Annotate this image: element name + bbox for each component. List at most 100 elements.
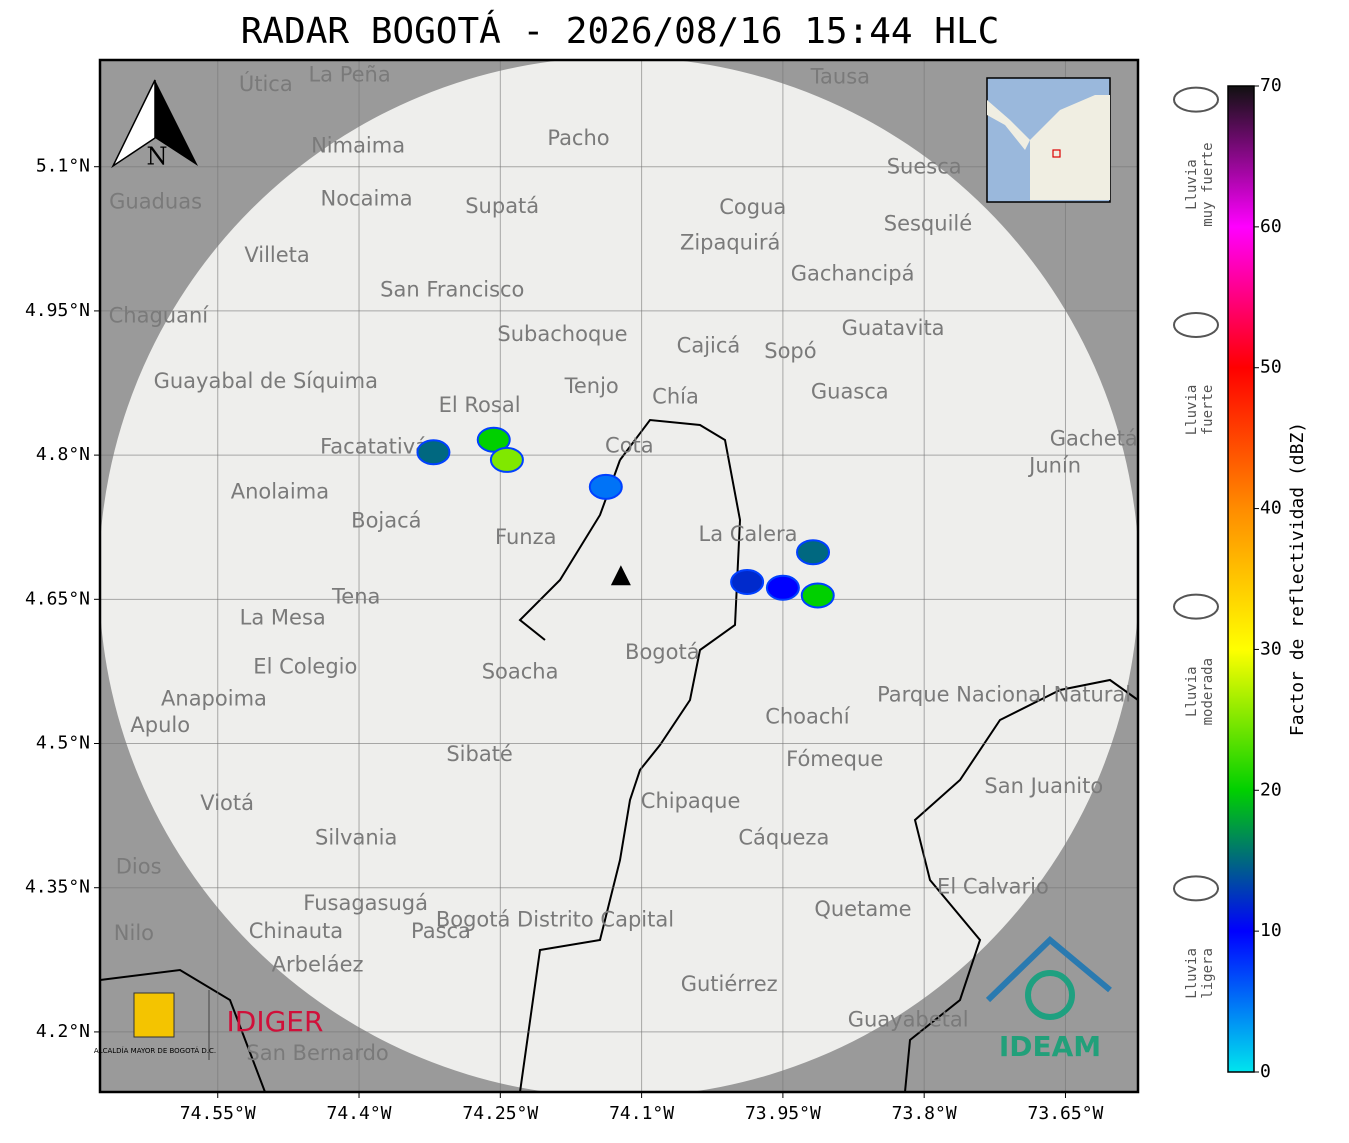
place-label: Guasca [811,380,889,404]
inset-map [986,77,1111,203]
x-tick-label: 73.95°W [745,1103,821,1124]
place-label: Cáqueza [738,826,829,850]
place-label: Anapoima [161,686,267,710]
place-label: Nilo [114,921,154,945]
boundary [904,678,1138,1092]
logo-shield [133,992,175,1038]
logo-roof [985,935,1112,1003]
radar-echo [416,439,451,466]
north-label: N [147,143,168,171]
place-label: Villeta [244,243,309,267]
cloud [1173,875,1219,902]
rain-label: Lluvia [1184,666,1200,717]
place-label: Guaduas [109,189,202,213]
place-label: Guatavita [842,316,945,340]
place-label: Bogotá [625,640,700,664]
place-label: Gutiérrez [681,972,778,996]
radar-echo [730,569,765,596]
place-label: Zipaquirá [680,231,780,255]
inset-marker [1052,149,1061,158]
place-label: Cogua [719,195,786,219]
x-tick-label: 74.4°W [327,1103,392,1124]
place-label: San Bernardo [246,1041,388,1065]
y-tick-label: 5.1°N [36,156,90,177]
place-label: Junín [1027,454,1081,478]
place-label: Funza [495,525,556,549]
place-label: Chía [652,384,699,408]
colorbar-tick-label: 10 [1260,920,1282,941]
place-label: Viotá [200,791,254,815]
place-label: Fómeque [786,747,883,771]
logo-text: ALCALDÍA MAYOR DE BOGOTÁ D.C. [94,1046,216,1055]
radar-echo [800,582,835,609]
place-label: Sesquilé [884,211,972,235]
inset-land [1030,95,1110,200]
place-label: Útica [239,71,293,96]
logo-alcaldia: ALCALDÍA MAYOR DE BOGOTÁ D.C. IDIGER [94,990,324,1060]
rain-icon [1173,311,1219,338]
place-label: Chaguaní [109,304,210,328]
place-label: Arbeláez [272,953,364,977]
y-tick-label: 4.2°N [36,1021,90,1042]
radar-echo [796,539,831,566]
map: La Peña Útica Tausa Pacho Nimaima Guaduas Noca… [100,60,1235,1092]
place-label: Soacha [482,659,559,683]
inset-land [987,100,1030,150]
map-frame [98,58,1140,1094]
rain-label: Lluvia [1184,948,1200,999]
colorbar-tick-label: 50 [1260,357,1282,378]
rain-label: ligera [1200,948,1216,999]
radar-site [610,565,631,586]
colorbar [1227,85,1255,1073]
cloud [1173,86,1219,113]
place-label: Quetame [814,897,911,921]
y-tick-label: 4.35°N [25,877,90,898]
cloud [1173,593,1219,620]
colorbar-tick-label: 70 [1260,75,1282,96]
rain-label: fuerte [1200,385,1216,436]
place-label: Pacho [547,126,609,150]
x-tick-label: 74.25°W [462,1103,538,1124]
rain-label: Lluvia [1184,159,1200,210]
place-label: Supatá [465,194,539,218]
place-label: Guayabal de Síquima [154,369,378,393]
x-tick-label: 73.8°W [892,1103,957,1124]
colorbar-tick-label: 40 [1260,498,1282,519]
colorbar-tick-label: 30 [1260,638,1282,659]
boundary [100,968,266,1092]
place-label: El Calvario [937,875,1049,899]
north-arrow-right [155,80,198,166]
place-label: Anolaima [231,480,329,504]
rain-label: Lluvia [1184,385,1200,436]
x-tick-label: 74.1°W [609,1103,674,1124]
logo-ideam: IDEAM [985,935,1112,1063]
title: RADAR BOGOTÁ - 2026/08/16 15:44 HLC [241,10,1000,52]
place-label: Nimaima [311,134,405,158]
radar-echo [765,574,800,601]
logo-idiger: IDIGER [227,1005,324,1038]
place-label: Dios [116,855,162,879]
place-label: El Rosal [439,393,521,417]
rain-label: muy fuerte [1200,142,1216,226]
place-label: Cota [605,433,654,457]
place-label: Gachetá [1050,427,1138,451]
place-label: Pasca [411,919,471,943]
place-label: San Francisco [380,278,524,302]
place-label: El Colegio [253,655,357,679]
place-label: Guayabetal [848,1007,969,1031]
place-label: Apulo [130,713,190,737]
place-label: Parque Nacional Natural Chingaza [877,682,1235,706]
place-label: Tenjo [564,374,619,398]
logo-ideam-text: IDEAM [999,1030,1101,1063]
place-label: Gachancipá [791,261,915,285]
y-tick-label: 4.5°N [36,733,90,754]
place-label: Chipaque [641,789,741,813]
colorbar-tick-label: 60 [1260,216,1282,237]
place-label: Choachí [765,705,851,729]
logo-swirl [1025,970,1075,1020]
north-arrow: N [111,79,198,171]
radar-echo [489,446,524,473]
place-label: Chinauta [249,919,343,943]
place-label: La Mesa [240,606,326,630]
place-label: Bogotá Distrito Capital [436,907,674,931]
